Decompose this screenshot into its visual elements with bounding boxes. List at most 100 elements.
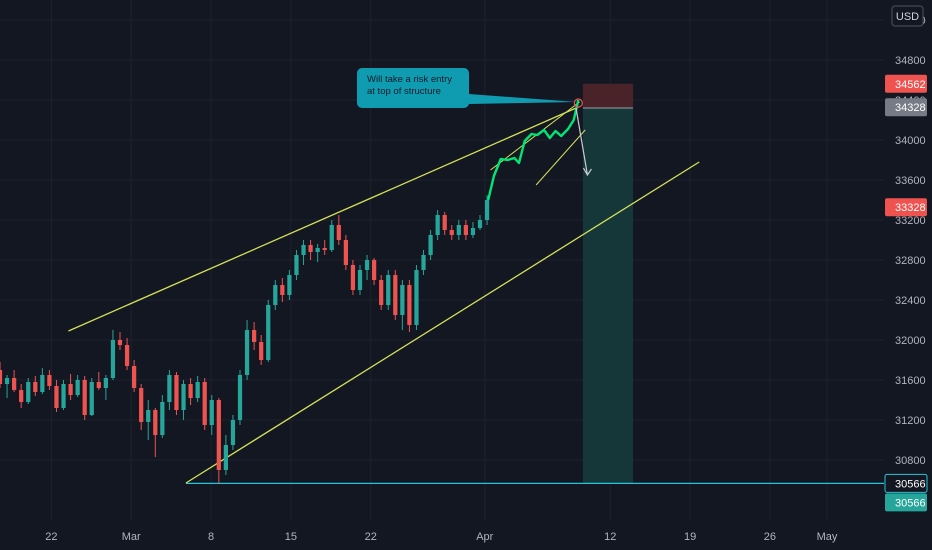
- candle-body: [428, 235, 433, 255]
- candle-body: [266, 305, 271, 360]
- candle-body: [195, 382, 200, 398]
- candle-body: [75, 380, 80, 395]
- candle-body: [4, 378, 10, 384]
- price-tag: 34328: [885, 98, 927, 117]
- price-tag: 33328: [885, 198, 927, 217]
- candle-body: [167, 375, 172, 402]
- candle-body: [68, 384, 73, 395]
- candle-body: [202, 382, 207, 425]
- price-tag-label: 34562: [895, 79, 926, 91]
- candle-body: [82, 380, 87, 415]
- candle-body: [393, 275, 398, 315]
- candle-body: [54, 386, 59, 408]
- candle-body: [216, 400, 221, 470]
- price-tag-box: [885, 493, 927, 512]
- candle-body: [103, 378, 108, 388]
- time-tick-label: May: [817, 531, 838, 543]
- candle-body: [174, 375, 179, 410]
- time-tick-label: Apr: [476, 531, 493, 543]
- target-zone: [582, 108, 634, 484]
- time-axis[interactable]: 22 Mar 8 15 22 Apr 12 19 26 May: [45, 531, 838, 543]
- candle-body: [350, 265, 356, 290]
- candle-body: [456, 225, 461, 235]
- price-tag-label: 34328: [895, 102, 926, 114]
- price-tick-label: 33200: [895, 215, 926, 227]
- candle-body: [407, 285, 412, 325]
- projected-path: [487, 99, 580, 201]
- candle-body: [153, 410, 158, 435]
- candle-body: [181, 384, 186, 410]
- candle-body: [209, 400, 214, 425]
- candle-body: [343, 240, 348, 265]
- candle-body: [463, 225, 468, 235]
- candle-body: [223, 445, 228, 470]
- price-tag-label: 30566: [895, 478, 926, 490]
- time-tick-label: 15: [285, 531, 297, 543]
- candles: [0, 195, 490, 483]
- candle-body: [230, 420, 236, 445]
- candle-body: [40, 375, 45, 392]
- price-tick-label: 33600: [895, 175, 926, 187]
- wedge-upper-line: [68, 106, 579, 332]
- callout-line-2: at top of structure: [367, 86, 441, 97]
- position-zones: [582, 83, 634, 484]
- candle-body: [110, 340, 116, 378]
- candle-body: [131, 366, 137, 388]
- candle-body: [237, 375, 243, 420]
- projection-arrow-head: [582, 167, 592, 177]
- price-tag-label: 30566: [895, 497, 926, 509]
- candle-body: [336, 225, 341, 240]
- time-tick-label: 22: [45, 531, 57, 543]
- price-tick-label: 31600: [895, 375, 926, 387]
- candle-body: [477, 220, 483, 228]
- price-tag: 30566: [884, 473, 928, 493]
- candle-body: [364, 260, 370, 270]
- price-tick-label: 31200: [895, 415, 926, 427]
- annotation-callout[interactable]: Will take a risk entry at top of structu…: [357, 68, 577, 108]
- candle-body: [117, 340, 123, 345]
- time-tick-label: 26: [764, 531, 776, 543]
- price-tick-label: 34000: [895, 135, 926, 147]
- candle-body: [89, 382, 94, 415]
- candle-body: [244, 330, 250, 375]
- candle-body: [11, 378, 17, 390]
- candle-body: [259, 342, 264, 360]
- candle-body: [386, 275, 391, 305]
- callout-box: [357, 68, 469, 108]
- candle-body: [414, 270, 419, 325]
- candle-body: [287, 275, 292, 295]
- price-tick-label: 34800: [895, 55, 926, 67]
- candle-body: [0, 370, 3, 384]
- candle-body: [19, 390, 24, 402]
- candle-body: [251, 330, 257, 342]
- trend-lines: [68, 101, 884, 485]
- channel-lower-line: [535, 129, 586, 186]
- stop-zone: [582, 83, 634, 108]
- price-tick-label: 30800: [895, 455, 926, 467]
- time-tick-label: 8: [208, 531, 214, 543]
- price-tag-box: [885, 98, 927, 117]
- time-tick-label: 12: [604, 531, 616, 543]
- time-tick-label: 19: [684, 531, 696, 543]
- currency-label: USD: [896, 11, 919, 23]
- price-tag-box: [884, 473, 928, 493]
- callout-pointer: [469, 94, 577, 104]
- candle-body: [371, 260, 377, 280]
- candle-body: [322, 248, 327, 250]
- candle-body: [435, 215, 440, 235]
- candle-body: [357, 270, 363, 290]
- candle-body: [329, 225, 334, 250]
- currency-button[interactable]: USD: [891, 5, 924, 27]
- price-tick-label: 32000: [895, 335, 926, 347]
- callout-line-1: Will take a risk entry: [367, 74, 452, 85]
- candle-body: [160, 402, 165, 435]
- price-axis[interactable]: 30800 31200 31600 32000 32400 32800 33200 33600…: [884, 15, 928, 512]
- price-tick-label: 32800: [895, 255, 926, 267]
- candle-body: [139, 388, 144, 422]
- candle-body: [308, 245, 313, 252]
- candle-body: [188, 384, 193, 398]
- candle-body: [400, 285, 405, 315]
- candle-body: [33, 382, 38, 392]
- candle-body: [280, 285, 285, 295]
